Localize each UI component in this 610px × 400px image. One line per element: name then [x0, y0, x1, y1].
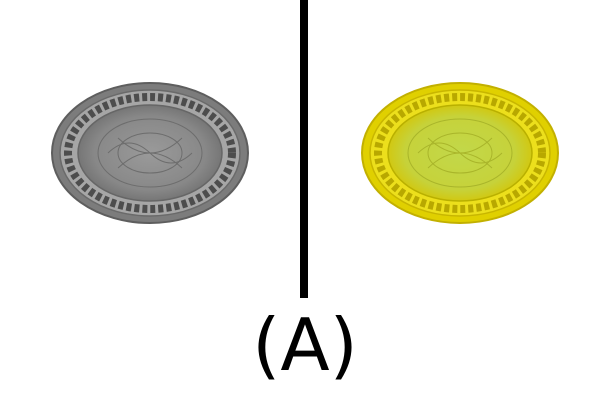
yellow-plate-image — [361, 82, 559, 224]
panel-label: (A) — [252, 303, 358, 387]
gray-plate-image — [51, 82, 249, 224]
vertical-divider — [300, 0, 308, 298]
